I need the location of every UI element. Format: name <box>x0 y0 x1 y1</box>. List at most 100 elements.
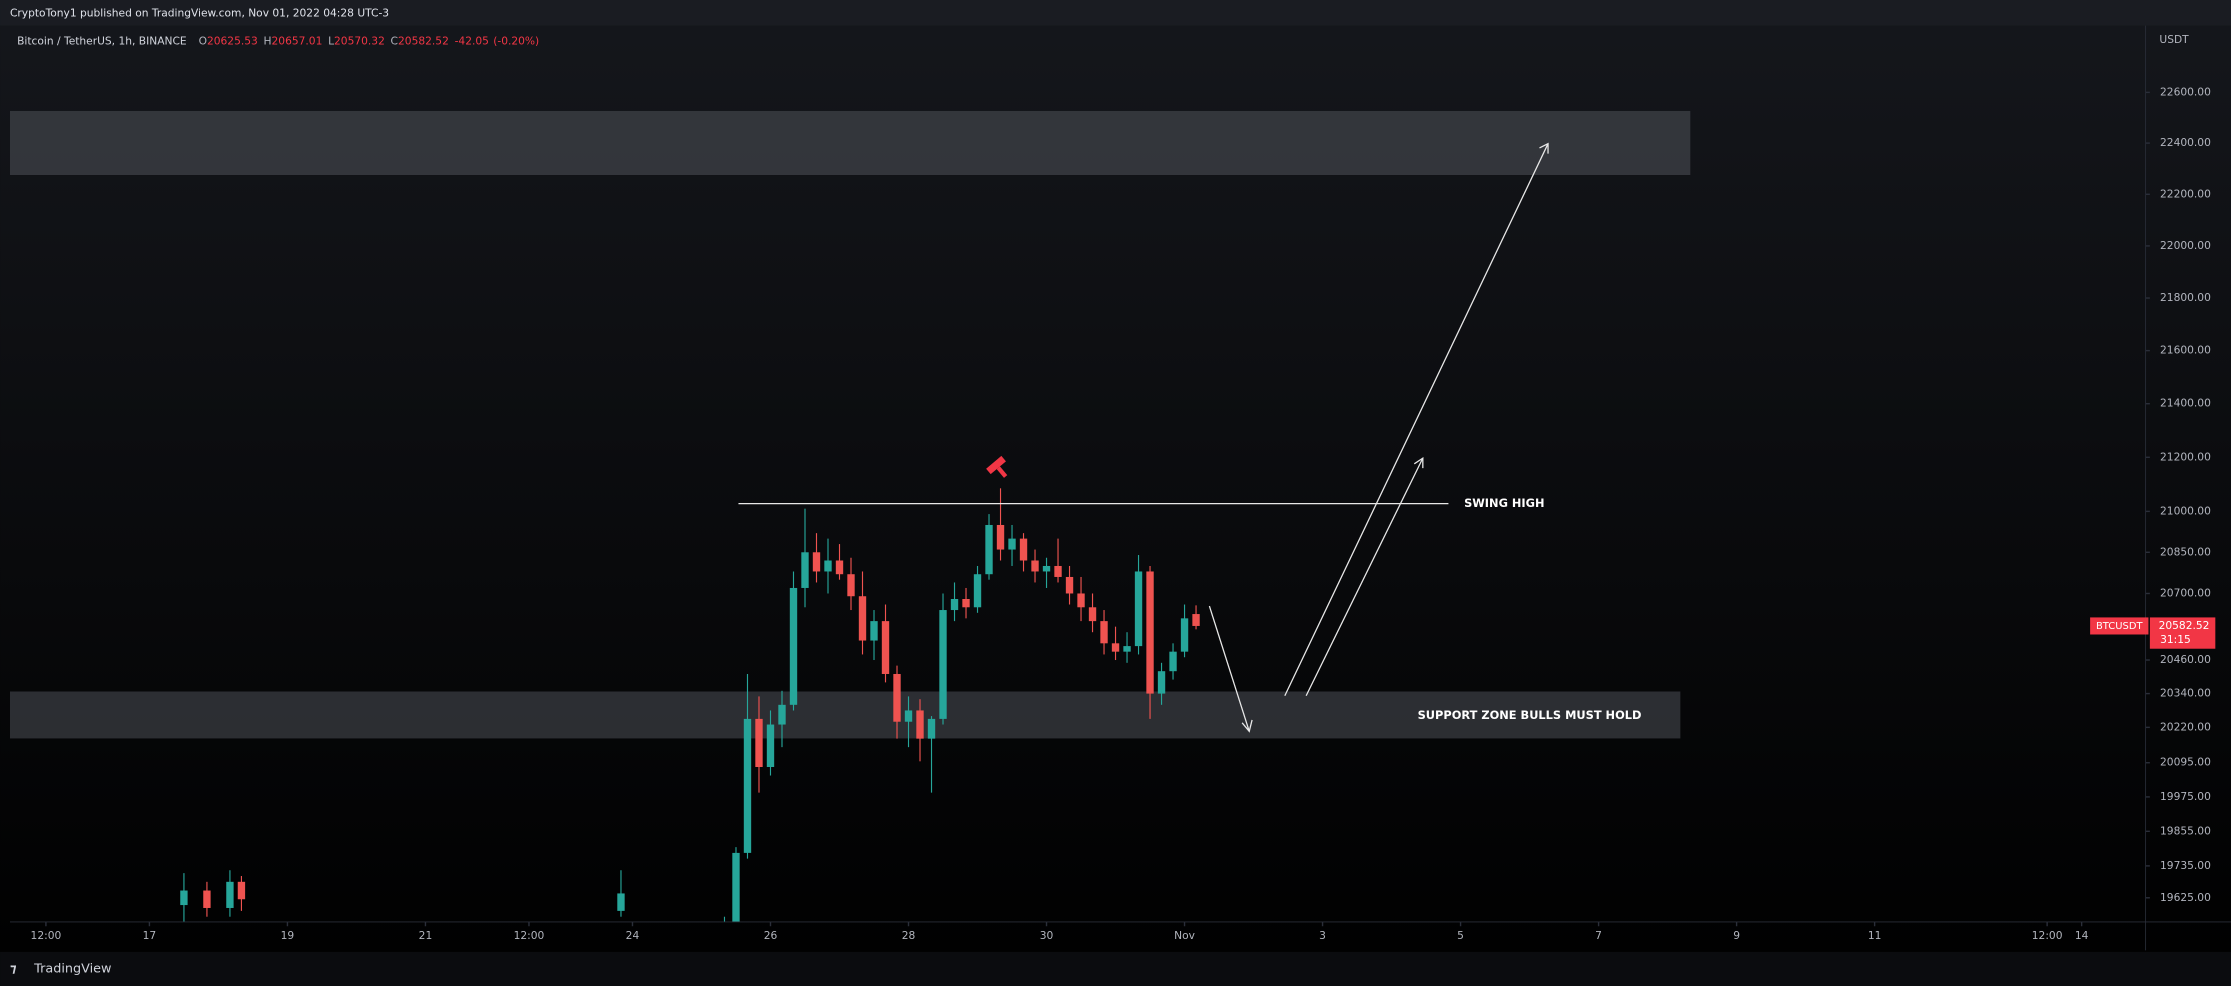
candle-body <box>617 893 625 911</box>
y-tick-label: 20460.00 <box>2160 653 2211 666</box>
candle-body <box>1042 565 1051 572</box>
arrow-head <box>1241 719 1253 733</box>
y-tick-label: 19625.00 <box>2160 891 2211 904</box>
annotations <box>738 142 1549 733</box>
candle-body <box>1180 618 1189 652</box>
x-tick-label: 24 <box>626 929 640 942</box>
hammer-head <box>986 455 1006 475</box>
candle-body <box>1157 671 1166 694</box>
symbol: Bitcoin / TetherUS, 1h, BINANCE <box>17 34 187 47</box>
arrow-up-short <box>1305 457 1424 697</box>
candle-body <box>1100 621 1108 644</box>
y-tick-label: 22600.00 <box>2160 85 2211 98</box>
y-tick-label: 21200.00 <box>2160 450 2211 463</box>
candle-body <box>755 718 763 768</box>
candle-body <box>1019 538 1028 561</box>
candle-body <box>801 552 809 588</box>
x-tick-label: 11 <box>1868 929 1882 942</box>
support-zone <box>9 691 1681 739</box>
x-tick-label: 28 <box>902 929 916 942</box>
x-tick-label: 5 <box>1457 929 1464 942</box>
x-tick-label: 12:00 <box>31 929 62 942</box>
arrow-up-long <box>1284 143 1549 697</box>
hammer-handle <box>996 466 1008 478</box>
ohlc-value: 20625.53 <box>207 34 258 47</box>
candle-body <box>180 890 188 906</box>
y-tick-label: 20700.00 <box>2160 586 2211 599</box>
candle-body <box>1169 651 1177 672</box>
candle-body <box>1192 614 1200 626</box>
candle-body <box>858 596 867 641</box>
candle-body <box>962 598 970 608</box>
symbol-tag-bg <box>2090 617 2149 635</box>
x-tick-label: 21 <box>419 929 433 942</box>
last-price: 20582.52 <box>2159 619 2210 632</box>
y-tick-label: 19975.00 <box>2160 790 2211 803</box>
brand: TradingView <box>33 961 111 976</box>
candle-body <box>916 710 924 739</box>
ohlc-key: H <box>264 34 272 47</box>
symbol-tag: BTCUSDT <box>2096 621 2143 632</box>
candle-body <box>939 610 947 719</box>
candle-body <box>203 890 211 908</box>
candle-body <box>812 552 821 572</box>
ohlc-key: O <box>199 34 207 47</box>
candle-body <box>1031 560 1039 572</box>
candle-body <box>1008 538 1016 550</box>
y-tick-label: 21400.00 <box>2160 397 2211 410</box>
ohlc-key: C <box>391 34 398 47</box>
candle-body <box>973 574 982 608</box>
y-tick-label: 21800.00 <box>2160 291 2211 304</box>
arrow-head <box>1413 456 1424 469</box>
candle-body <box>904 710 913 722</box>
y-tick-label: 20850.00 <box>2160 545 2211 558</box>
currency: USDT <box>2159 33 2189 46</box>
x-tick-label: 19 <box>281 929 295 942</box>
ohlc-value: 20570.32 <box>334 34 385 47</box>
candle-body <box>766 724 775 768</box>
last-price-tag <box>2149 617 2216 649</box>
y-tick-label: 21000.00 <box>2160 504 2211 517</box>
drawings <box>9 110 1691 739</box>
x-tick-label: Nov <box>1174 929 1195 942</box>
candle-body <box>743 718 752 853</box>
candle-body <box>927 718 936 739</box>
ohlc: O20625.53 H20657.01 L20570.32 C20582.52 -42.… <box>199 34 540 47</box>
arrow-down <box>1208 605 1250 732</box>
candle-body <box>732 852 740 922</box>
candle-body <box>985 524 993 575</box>
candle-body <box>1123 646 1131 652</box>
hammer-icon <box>986 455 1008 478</box>
y-tick-label: 20340.00 <box>2160 687 2211 700</box>
y-tick-label: 21600.00 <box>2160 344 2211 357</box>
x-tick-label: 7 <box>1595 929 1602 942</box>
x-tick-label: 30 <box>1040 929 1054 942</box>
y-tick-label: 22400.00 <box>2160 136 2211 149</box>
arrow-head <box>1539 142 1549 154</box>
candles <box>180 488 1200 922</box>
x-tick-label: 17 <box>143 929 157 942</box>
ohlc-key: L <box>328 34 334 47</box>
candle-body <box>1111 643 1120 652</box>
candle-body <box>1054 565 1062 577</box>
candle-body <box>1088 607 1097 622</box>
candle-body <box>1146 571 1154 694</box>
publisher-bar <box>0 0 2231 26</box>
axes: 22600.00 22400.00 22200.00 22000.00 21800.00… <box>31 85 2212 942</box>
candle-body <box>1134 571 1143 647</box>
publisher: CryptoTony1 published on TradingView.com… <box>10 7 389 20</box>
y-tick-label: 22000.00 <box>2160 239 2211 252</box>
x-tick-label: 9 <box>1733 929 1740 942</box>
candle-body <box>237 881 246 900</box>
candle-body <box>870 621 878 641</box>
candle-body <box>1077 593 1085 608</box>
x-tick-label: 26 <box>764 929 778 942</box>
candle-body <box>996 524 1005 550</box>
y-tick-label: 20095.00 <box>2160 756 2211 769</box>
y-tick-label: 20220.00 <box>2160 720 2211 733</box>
candle-body <box>778 704 786 725</box>
swing-high-label: SWING HIGH <box>1464 496 1544 510</box>
change: -42.05 <box>455 34 489 47</box>
footer-bar <box>0 951 2231 986</box>
